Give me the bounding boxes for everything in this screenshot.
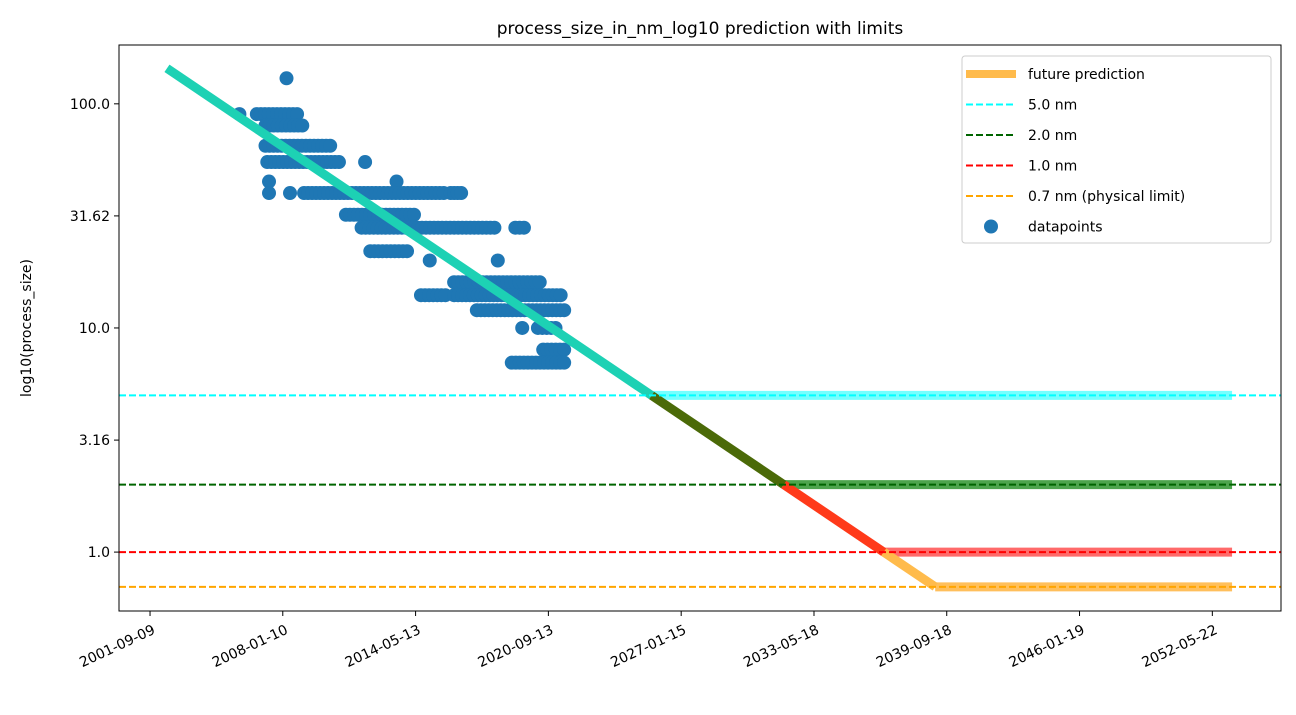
- x-tick-label: 2008-01-10: [210, 622, 291, 671]
- legend-label: 5.0 nm: [1028, 98, 1077, 114]
- legend-swatch-datapoints: [984, 219, 998, 234]
- legend: future prediction 5.0 nm 2.0 nm 1.0 nm 0.7 n…: [961, 55, 1272, 244]
- x-tick-label: 2039-09-18: [874, 622, 955, 671]
- prediction-segment: [781, 480, 887, 556]
- datapoint: [406, 207, 421, 222]
- chart-title: process_size_in_nm_log10 prediction with…: [497, 19, 904, 39]
- legend-label: future prediction: [1028, 67, 1145, 83]
- x-tick-label: 2014-05-13: [343, 622, 424, 671]
- datapoint: [490, 253, 505, 268]
- legend-label: 2.0 nm: [1028, 128, 1077, 144]
- datapoint: [454, 186, 469, 201]
- y-tick-label: 100.0: [70, 97, 110, 113]
- y-axis-label: log10(process_size): [19, 259, 35, 397]
- datapoint: [262, 174, 277, 189]
- x-tick-label: 2052-05-22: [1140, 622, 1221, 671]
- legend-label: 1.0 nm: [1028, 159, 1077, 175]
- datapoint: [358, 155, 373, 170]
- datapoint: [331, 155, 346, 170]
- datapoint: [323, 138, 338, 153]
- datapoint: [389, 174, 404, 189]
- y-tick-label: 31.62: [70, 209, 110, 225]
- prediction-segment: [881, 548, 938, 591]
- legend-label: datapoints: [1028, 220, 1103, 236]
- datapoint: [557, 303, 572, 318]
- datapoint: [262, 186, 277, 201]
- datapoint: [557, 342, 572, 357]
- datapoint: [532, 275, 547, 290]
- datapoint: [290, 107, 305, 122]
- prediction-segment: [649, 391, 787, 489]
- datapoint: [487, 220, 502, 235]
- datapoint: [295, 118, 310, 133]
- x-tick-label: 2046-01-19: [1007, 622, 1088, 671]
- y-tick-label: 1.0: [88, 545, 110, 561]
- x-tick-label: 2027-01-15: [608, 622, 689, 671]
- x-tick-label: 2020-09-13: [476, 622, 557, 671]
- y-tick-label: 10.0: [79, 321, 110, 337]
- datapoint: [279, 71, 294, 86]
- datapoint: [422, 253, 437, 268]
- x-tick-label: 2001-09-09: [77, 622, 158, 671]
- y-tick-label: 3.16: [79, 433, 110, 449]
- legend-label: 0.7 nm (physical limit): [1028, 189, 1185, 205]
- prediction-segment: [164, 64, 655, 400]
- datapoint: [557, 355, 572, 370]
- datapoint: [283, 186, 298, 201]
- datapoint: [516, 220, 531, 235]
- datapoint: [515, 320, 530, 335]
- x-tick-label: 2033-05-18: [741, 622, 822, 671]
- datapoint: [400, 244, 415, 259]
- datapoint: [553, 288, 568, 303]
